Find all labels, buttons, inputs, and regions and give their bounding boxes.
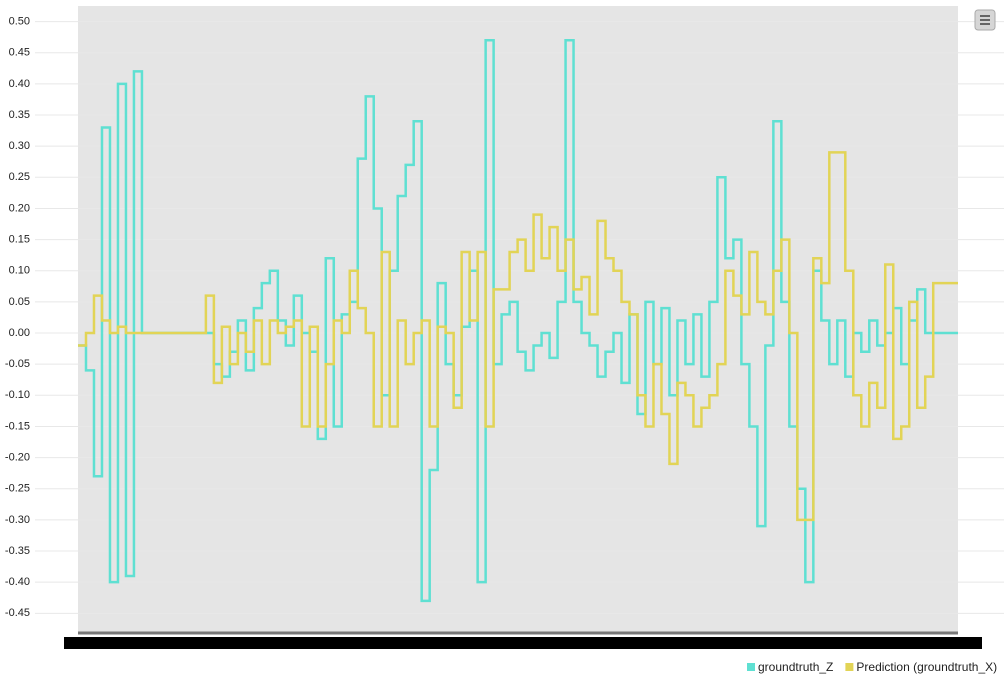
y-tick-label: -0.05	[5, 358, 30, 370]
y-tick-label: 0.45	[9, 47, 30, 59]
y-tick-label: 0.20	[9, 202, 30, 214]
grid: 0.50 0.45 0.40 0.35 0.30 0.25 0.20 0.15 0.10 0.05…	[5, 15, 1004, 619]
y-tick-label: -0.25	[5, 483, 30, 495]
y-tick-label: 0.40	[9, 78, 30, 90]
y-tick-label: -0.45	[5, 607, 30, 619]
y-tick-label: 0.25	[9, 171, 30, 183]
y-tick-label: -0.10	[5, 389, 30, 401]
y-tick-label: 0.15	[9, 233, 30, 245]
series-lines	[78, 39, 958, 603]
y-tick-label: -0.40	[5, 576, 30, 588]
legend-label[interactable]: groundtruth_Z	[758, 660, 833, 674]
y-tick-label: 0.00	[9, 327, 30, 339]
legend-item[interactable]: groundtruth_Z	[747, 660, 833, 674]
y-tick-label: 0.05	[9, 296, 30, 308]
legend-swatch	[747, 663, 755, 671]
legend: groundtruth_Z Prediction (groundtruth_X)	[747, 660, 997, 674]
y-tick-label: -0.15	[5, 420, 30, 432]
x-tick-labels-overlap	[64, 637, 982, 649]
y-tick-label: -0.20	[5, 451, 30, 463]
legend-label[interactable]: Prediction (groundtruth_X)	[856, 660, 997, 674]
legend-item[interactable]: Prediction (groundtruth_X)	[845, 660, 997, 674]
y-tick-label: 0.30	[9, 140, 30, 152]
y-tick-label: -0.30	[5, 514, 30, 526]
menu-button[interactable]	[974, 9, 996, 31]
series-line	[78, 151, 958, 522]
y-tick-label: 0.50	[9, 15, 30, 27]
y-tick-label: -0.35	[5, 545, 30, 557]
legend-swatch	[845, 663, 854, 671]
y-tick-label: 0.10	[9, 265, 30, 277]
y-tick-label: 0.35	[9, 109, 30, 121]
